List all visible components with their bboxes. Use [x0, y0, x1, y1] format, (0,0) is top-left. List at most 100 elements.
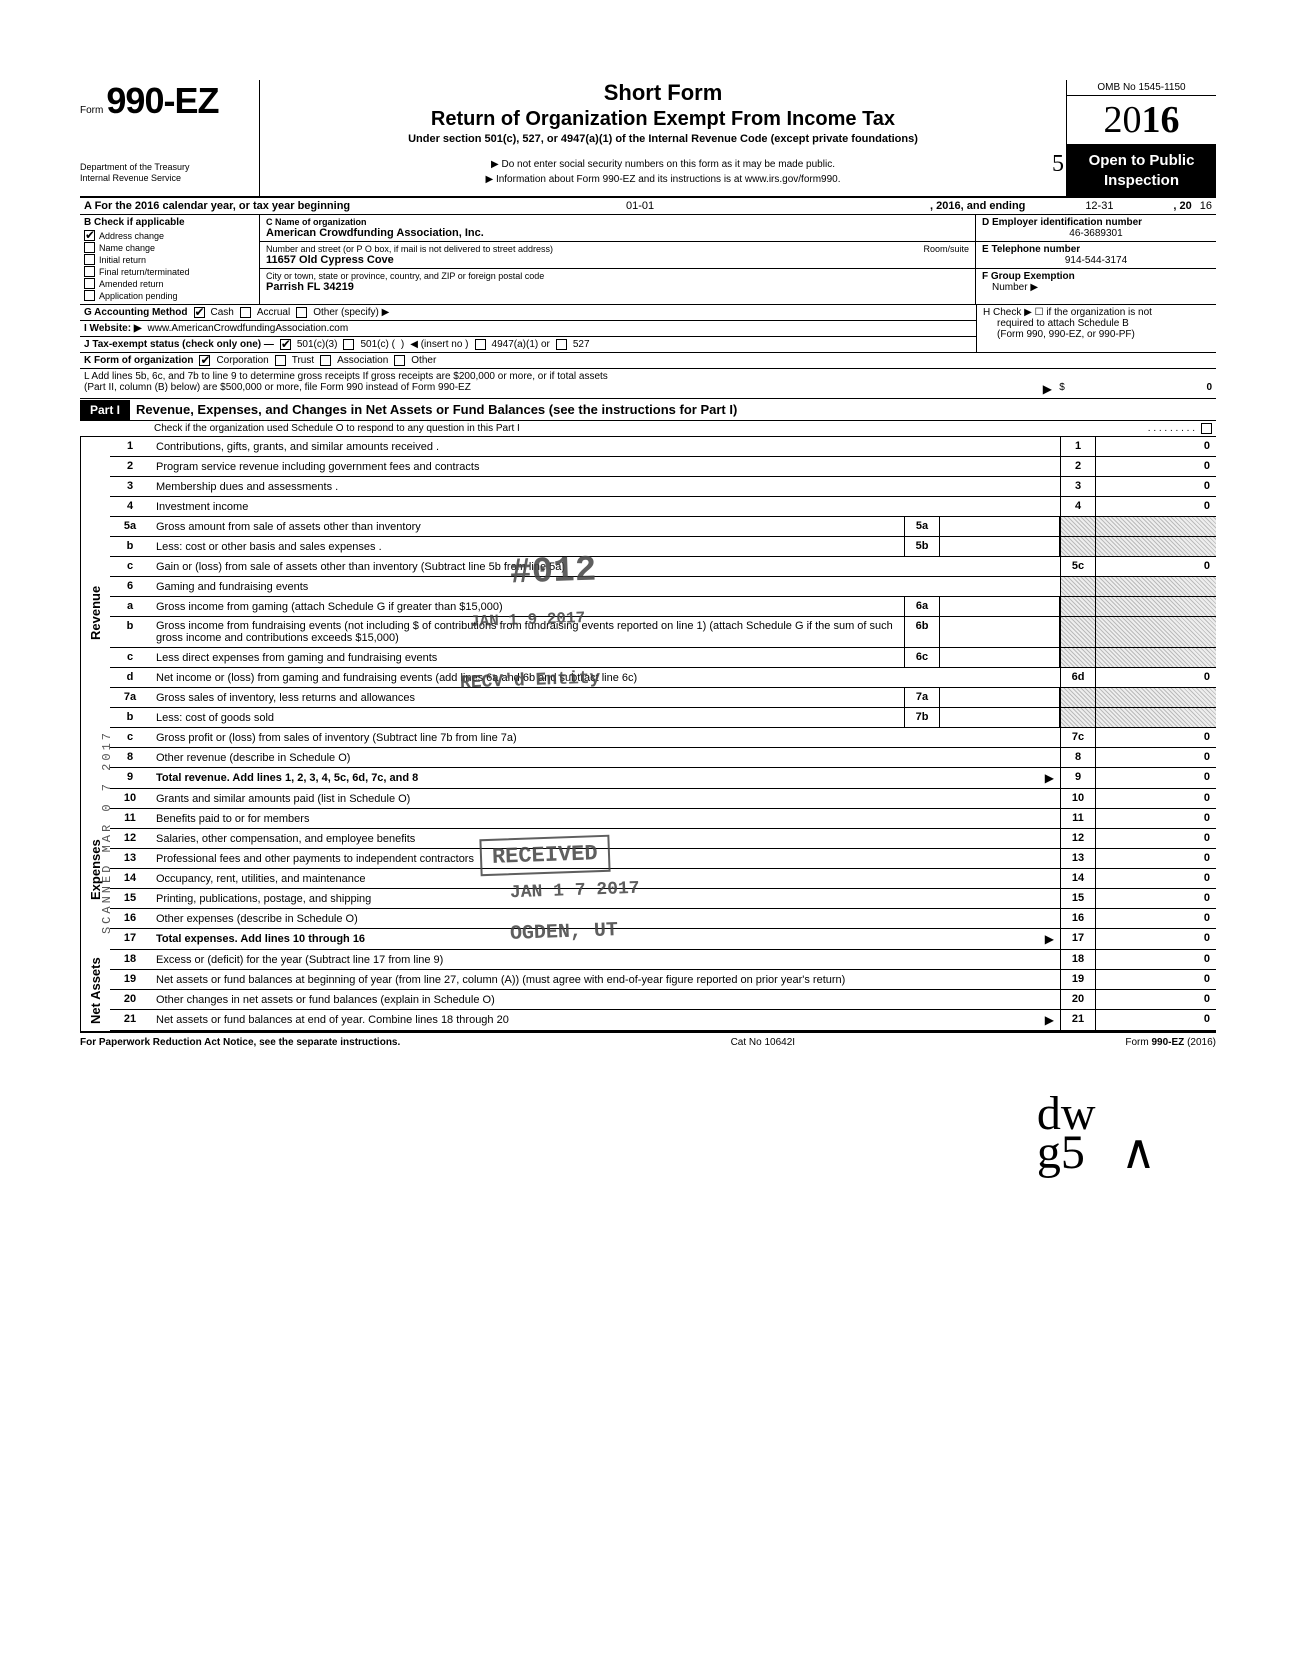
checkbox-corporation[interactable]	[199, 355, 210, 366]
website-value: www.AmericanCrowdfundingAssociation.com	[148, 323, 349, 334]
open-to-public: Open to Public Inspection	[1067, 145, 1216, 196]
line-3: 3Membership dues and assessments .30	[110, 477, 1216, 497]
line-5a: 5aGross amount from sale of assets other…	[110, 517, 1216, 537]
line-9: 9Total revenue. Add lines 1, 2, 3, 4, 5c…	[110, 768, 1216, 789]
check-amended-return: Amended return	[84, 278, 255, 289]
part-i-table: Revenue 1Contributions, gifts, grants, a…	[80, 437, 1216, 1033]
form-number-block: Form 990-EZ Department of the Treasury I…	[80, 80, 260, 196]
checkbox-other-org[interactable]	[394, 355, 405, 366]
line-13: 13Professional fees and other payments t…	[110, 849, 1216, 869]
line-c: cLess direct expenses from gaming and fu…	[110, 648, 1216, 668]
line-8: 8Other revenue (describe in Schedule O)8…	[110, 748, 1216, 768]
line-a-tax-year: A For the 2016 calendar year, or tax yea…	[80, 198, 1216, 215]
line-12: 12Salaries, other compensation, and empl…	[110, 829, 1216, 849]
tax-year-end: 12-31	[1029, 200, 1169, 212]
value-2: 0	[1096, 457, 1216, 476]
right-block: OMB No 1545-1150 2016 Open to Public Ins…	[1066, 80, 1216, 196]
title-short-form: Short Form	[268, 80, 1058, 106]
telephone: 914-544-3174	[982, 255, 1210, 266]
line-i-website: I Website: ▶ www.AmericanCrowdfundingAss…	[80, 321, 976, 337]
subtitle: Under section 501(c), 527, or 4947(a)(1)…	[268, 133, 1058, 145]
value-10: 0	[1096, 789, 1216, 808]
checkbox-501c3[interactable]	[280, 339, 291, 350]
checkbox-other-method[interactable]	[296, 307, 307, 318]
org-city: Parrish FL 34219	[266, 281, 969, 293]
page-footer: For Paperwork Reduction Act Notice, see …	[80, 1033, 1216, 1052]
checkbox[interactable]	[84, 230, 95, 241]
form-990ez-page: SCANNED MAR 0 7 2017 Form 990-EZ Departm…	[80, 80, 1216, 1052]
value-9: 0	[1096, 768, 1216, 788]
line-g-accounting: G Accounting Method Cash Accrual Other (…	[80, 305, 976, 321]
footer-cat-no: Cat No 10642I	[731, 1037, 796, 1048]
check-initial-return: Initial return	[84, 254, 255, 265]
instruction-ssn: ▶ Do not enter social security numbers o…	[491, 159, 835, 170]
check-address-change: Address change	[84, 230, 255, 241]
instruction-info: ▶ Information about Form 990-EZ and its …	[268, 174, 1058, 185]
check-name-change: Name change	[84, 242, 255, 253]
value-7c: 0	[1096, 728, 1216, 747]
line-c: cGross profit or (loss) from sales of in…	[110, 728, 1216, 748]
signature-initials: dwg5 ∧	[1037, 1095, 1156, 1172]
line-6: 6Gaming and fundraising events	[110, 577, 1216, 597]
checkbox-trust[interactable]	[275, 355, 286, 366]
value-21: 0	[1096, 1010, 1216, 1030]
tax-year-yy: 16	[1196, 200, 1216, 212]
value-14: 0	[1096, 869, 1216, 888]
line-l-gross-receipts: L Add lines 5b, 6c, and 7b to line 9 to …	[80, 369, 1216, 399]
checkbox-association[interactable]	[320, 355, 331, 366]
line-10: 10Grants and similar amounts paid (list …	[110, 789, 1216, 809]
line-c: cGain or (loss) from sale of assets othe…	[110, 557, 1216, 577]
line-h-schedule-b: H Check ▶ ☐ if the organization is not r…	[976, 305, 1216, 353]
checkbox-cash[interactable]	[194, 307, 205, 318]
checkbox-accrual[interactable]	[240, 307, 251, 318]
omb-number: OMB No 1545-1150	[1067, 80, 1216, 96]
line-21: 21Net assets or fund balances at end of …	[110, 1010, 1216, 1031]
checkbox[interactable]	[84, 254, 95, 265]
form-number: 990-EZ	[106, 80, 218, 121]
handwritten-517: 517	[1052, 151, 1088, 178]
section-def: D Employer identification number 46-3689…	[976, 215, 1216, 304]
line-b: bLess: cost of goods sold7b	[110, 708, 1216, 728]
title-return: Return of Organization Exempt From Incom…	[268, 108, 1058, 131]
value-1: 0	[1096, 437, 1216, 456]
gross-receipts-value: 0	[1072, 382, 1212, 396]
value-20: 0	[1096, 990, 1216, 1009]
side-label-expenses: Expenses	[80, 789, 110, 950]
value-12: 0	[1096, 829, 1216, 848]
form-word: Form	[80, 105, 103, 116]
line-11: 11Benefits paid to or for members110	[110, 809, 1216, 829]
checkbox-527[interactable]	[556, 339, 567, 350]
checkbox-4947a1[interactable]	[475, 339, 486, 350]
section-b: B Check if applicable Address changeName…	[80, 215, 260, 304]
check-application-pending: Application pending	[84, 290, 255, 301]
line-4: 4Investment income40	[110, 497, 1216, 517]
line-16: 16Other expenses (describe in Schedule O…	[110, 909, 1216, 929]
line-17: 17Total expenses. Add lines 10 through 1…	[110, 929, 1216, 950]
section-c: C Name of organization American Crowdfun…	[260, 215, 976, 304]
value-3: 0	[1096, 477, 1216, 496]
line-2: 2Program service revenue including gover…	[110, 457, 1216, 477]
part-i-check: Check if the organization used Schedule …	[80, 421, 1216, 437]
line-15: 15Printing, publications, postage, and s…	[110, 889, 1216, 909]
value-11: 0	[1096, 809, 1216, 828]
check-final-return-terminated: Final return/terminated	[84, 266, 255, 277]
dept-irs: Internal Revenue Service	[80, 173, 251, 184]
checkbox[interactable]	[84, 278, 95, 289]
tax-year-begin: 01-01	[354, 200, 926, 212]
line-7a: 7aGross sales of inventory, less returns…	[110, 688, 1216, 708]
line-j-tax-exempt: J Tax-exempt status (check only one) — 5…	[80, 337, 976, 353]
org-street: 11657 Old Cypress Cove	[266, 254, 969, 266]
value-17: 0	[1096, 929, 1216, 949]
title-block: Short Form Return of Organization Exempt…	[260, 80, 1066, 196]
checkbox[interactable]	[84, 242, 95, 253]
checkbox-schedule-o[interactable]	[1201, 423, 1212, 434]
tax-year: 2016	[1067, 96, 1216, 145]
line-18: 18Excess or (deficit) for the year (Subt…	[110, 950, 1216, 970]
line-20: 20Other changes in net assets or fund ba…	[110, 990, 1216, 1010]
line-k-form-org: K Form of organization Corporation Trust…	[80, 353, 1216, 369]
line-1: 1Contributions, gifts, grants, and simil…	[110, 437, 1216, 457]
checkbox-501c[interactable]	[343, 339, 354, 350]
checkbox[interactable]	[84, 290, 95, 301]
checkbox[interactable]	[84, 266, 95, 277]
form-header: Form 990-EZ Department of the Treasury I…	[80, 80, 1216, 198]
